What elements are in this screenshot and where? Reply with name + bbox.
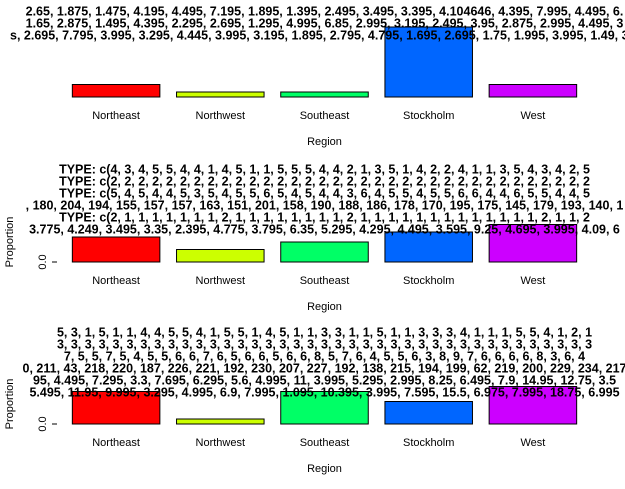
bar bbox=[176, 249, 265, 263]
bar bbox=[384, 401, 473, 425]
title-line: 2.65, 1.875, 1.475, 4.195, 4.495, 7.195,… bbox=[26, 4, 624, 18]
bar bbox=[176, 91, 265, 98]
bar bbox=[384, 26, 473, 98]
x-tick-label: Northwest bbox=[196, 437, 246, 449]
x-axis-label: Region bbox=[307, 301, 342, 313]
title-line: TYPE: c(5, 4, 5, 4, 4, 5, 3, 5, 4, 5, 5,… bbox=[59, 186, 590, 200]
y-tick-label: 0.0 bbox=[37, 416, 49, 431]
x-tick-label: Northwest bbox=[196, 110, 246, 122]
x-tick-label: West bbox=[520, 437, 545, 449]
bar bbox=[71, 84, 161, 98]
x-axis-label: Region bbox=[307, 463, 342, 475]
bar bbox=[488, 224, 578, 263]
bar bbox=[280, 391, 369, 425]
title-line: 1.65, 2.875, 1.495, 4.395, 2.295, 2.695,… bbox=[26, 16, 624, 30]
x-tick-label: West bbox=[520, 275, 545, 287]
title-line: , 180, 204, 194, 155, 157, 157, 163, 151… bbox=[26, 198, 624, 212]
x-tick-label: Northwest bbox=[196, 275, 246, 287]
x-tick-label: Stockholm bbox=[403, 275, 454, 287]
title-line: 0, 211, 43, 218, 220, 187, 226, 221, 192… bbox=[23, 361, 625, 375]
bar bbox=[71, 236, 161, 263]
y-axis-label: Proportion bbox=[4, 217, 16, 268]
title-line: 3, 3, 3, 3, 3, 3, 3, 3, 3, 3, 3, 3, 3, 3… bbox=[57, 337, 592, 351]
x-tick-label: Northeast bbox=[92, 437, 140, 449]
title-line: TYPE: c(2, 1, 1, 1, 1, 1, 1, 1, 2, 1, 1,… bbox=[59, 210, 590, 224]
title-line: TYPE: c(4, 3, 4, 5, 5, 4, 4, 1, 4, 5, 1,… bbox=[59, 162, 590, 176]
x-tick-label: Northeast bbox=[92, 275, 140, 287]
title-line: 5, 3, 1, 5, 1, 1, 4, 4, 5, 5, 4, 1, 5, 5… bbox=[57, 325, 592, 339]
bar bbox=[280, 91, 369, 98]
bar bbox=[176, 418, 265, 425]
bar bbox=[488, 386, 578, 425]
bar bbox=[488, 84, 578, 98]
x-tick-label: Southeast bbox=[300, 437, 350, 449]
title-line: s, 2.695, 7.795, 3.995, 3.295, 4.445, 3.… bbox=[10, 28, 625, 42]
bar bbox=[280, 241, 369, 263]
x-tick-label: Northeast bbox=[92, 110, 140, 122]
title-line: 7, 5, 5, 7, 5, 4, 5, 5, 6, 6, 7, 6, 5, 6… bbox=[64, 349, 585, 363]
title-line: 95, 4.495, 7.295, 3.3, 7.695, 6.295, 5.6… bbox=[33, 373, 616, 387]
x-tick-label: Southeast bbox=[300, 110, 350, 122]
x-axis-label: Region bbox=[307, 136, 342, 148]
title-line: 3.775, 4.249, 3.495, 3.35, 2.395, 4.775,… bbox=[29, 222, 620, 236]
x-tick-label: Stockholm bbox=[403, 437, 454, 449]
x-tick-label: Southeast bbox=[300, 275, 350, 287]
x-tick-label: West bbox=[520, 110, 545, 122]
title-line: 5.495, 11.95, 9.995, 3.295, 4.995, 6.9, … bbox=[29, 385, 619, 399]
title-line: TYPE: c(2, 2, 2, 2, 2, 2, 2, 2, 2, 2, 2,… bbox=[59, 174, 590, 188]
bar bbox=[71, 391, 161, 425]
y-tick-label: 0.0 bbox=[37, 254, 49, 269]
y-axis-label: Proportion bbox=[4, 379, 16, 430]
x-tick-label: Stockholm bbox=[403, 110, 454, 122]
bar bbox=[384, 231, 473, 263]
